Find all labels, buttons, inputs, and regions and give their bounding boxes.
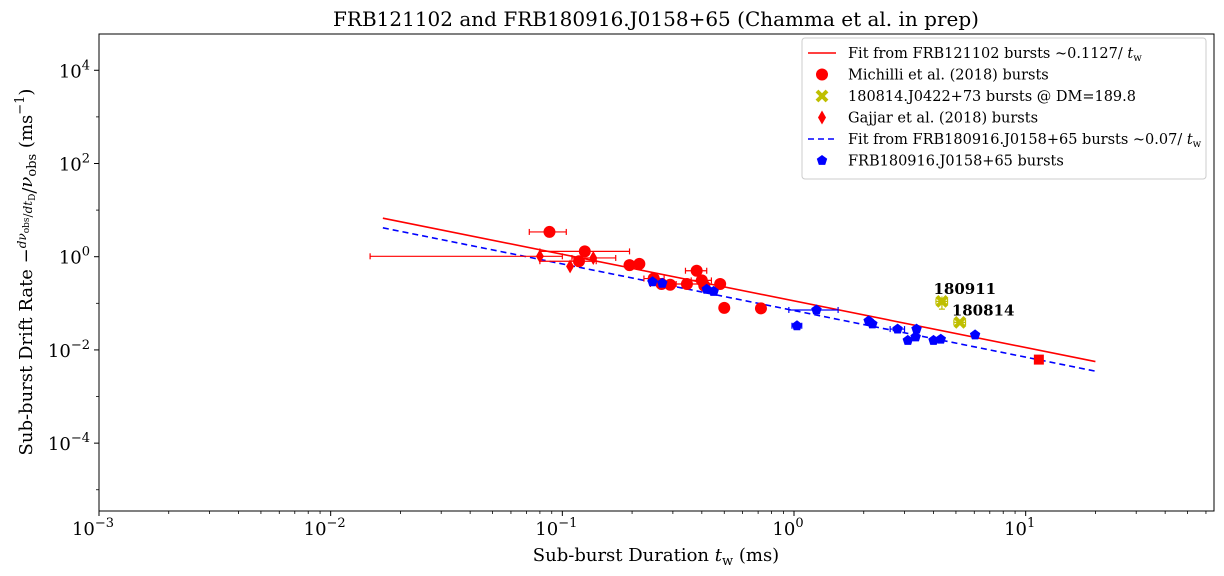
point-pentagon-3-4 xyxy=(791,320,803,331)
legend-entry-label: Gajjar et al. (2018) bursts xyxy=(848,111,1038,127)
x-tick-label: 10−2 xyxy=(304,516,346,540)
legend-marker-swatch xyxy=(816,68,828,81)
plot-frame xyxy=(98,33,1215,512)
x-tick-label: 100 xyxy=(772,516,803,540)
point-circle-0-3 xyxy=(623,259,636,272)
point-pentagon-3-10 xyxy=(910,331,921,342)
point-circle-0-2 xyxy=(578,245,591,258)
legend-marker-swatch xyxy=(816,155,828,165)
point-diamond-2-0 xyxy=(535,249,544,264)
legend-entry-label: Michilli et al. (2018) bursts xyxy=(848,68,1049,84)
y-tick-label: 100 xyxy=(59,245,90,269)
fit-line-1 xyxy=(382,227,1096,372)
point-circle-0-12 xyxy=(714,277,727,290)
legend-entry-label: 180814.J0422+73 bursts @ DM=189.8 xyxy=(848,89,1136,105)
point-pentagon-3-7 xyxy=(867,318,878,329)
y-tick-label: 104 xyxy=(59,58,90,82)
point-diamond-2-2 xyxy=(589,250,598,265)
y-tick-label: 10−4 xyxy=(48,431,90,455)
point-x-1-0 xyxy=(935,294,949,308)
y-axis-label: Sub-burst Drift Rate −dνobs/dtD/νobs (ms… xyxy=(13,89,40,456)
legend-entry-label: Fit from FRB180916.J0158+65 bursts ~0.07… xyxy=(848,132,1202,150)
y-tick-label: 10−2 xyxy=(48,338,90,362)
point-pentagon-3-8 xyxy=(892,323,903,334)
point-circle-0-13 xyxy=(718,301,731,314)
point-pentagon-3-13 xyxy=(935,333,946,344)
point-diamond-2-1 xyxy=(566,259,575,274)
annotation-label-0: 180911 xyxy=(933,280,996,298)
axis-ticks: 10−3 10−2 10−1 100 101 10−4 10−2 100 102 104 xyxy=(48,58,1207,540)
data-points xyxy=(369,225,1044,365)
point-circle-0-14 xyxy=(754,302,767,315)
point-x-1-1 xyxy=(953,315,967,329)
point-pentagon-3-1 xyxy=(657,277,668,288)
point-pentagon-3-9 xyxy=(902,334,914,345)
x-tick-label: 10−1 xyxy=(535,516,577,540)
point-circle-0-4 xyxy=(633,257,646,270)
point-pentagon-3-14 xyxy=(969,329,981,340)
legend-marker-swatch xyxy=(815,89,829,103)
x-tick-label: 101 xyxy=(1004,516,1035,540)
annotations: 180911 180814 xyxy=(933,280,1014,320)
point-pentagon-3-0 xyxy=(647,276,658,287)
chart-title: FRB121102 and FRB180916.J0158+65 (Chamma… xyxy=(333,7,979,31)
point-pentagon-3-11 xyxy=(911,323,922,334)
point-circle-0-8 xyxy=(680,277,693,290)
legend-entry-label: Fit from FRB121102 bursts ~0.1127/ tw xyxy=(848,46,1142,64)
y-tick-label: 102 xyxy=(59,151,90,175)
legend-entry-label: FRB180916.J0158+65 bursts xyxy=(848,154,1064,170)
point-pentagon-3-3 xyxy=(708,285,719,296)
annotation-label-1: 180814 xyxy=(952,301,1015,319)
legend: Fit from FRB121102 bursts ~0.1127/ tw Mic… xyxy=(801,37,1207,180)
x-tick-label: 10−3 xyxy=(72,516,114,540)
legend-marker-swatch xyxy=(818,110,826,125)
point-pentagon-3-5 xyxy=(811,304,822,315)
point-circle-0-9 xyxy=(690,264,703,277)
point-circle-0-0 xyxy=(543,225,556,238)
plot-area xyxy=(98,33,1215,512)
x-axis-label: Sub-burst Duration tw (ms) xyxy=(533,545,779,569)
point-square-4-0 xyxy=(1033,354,1044,365)
